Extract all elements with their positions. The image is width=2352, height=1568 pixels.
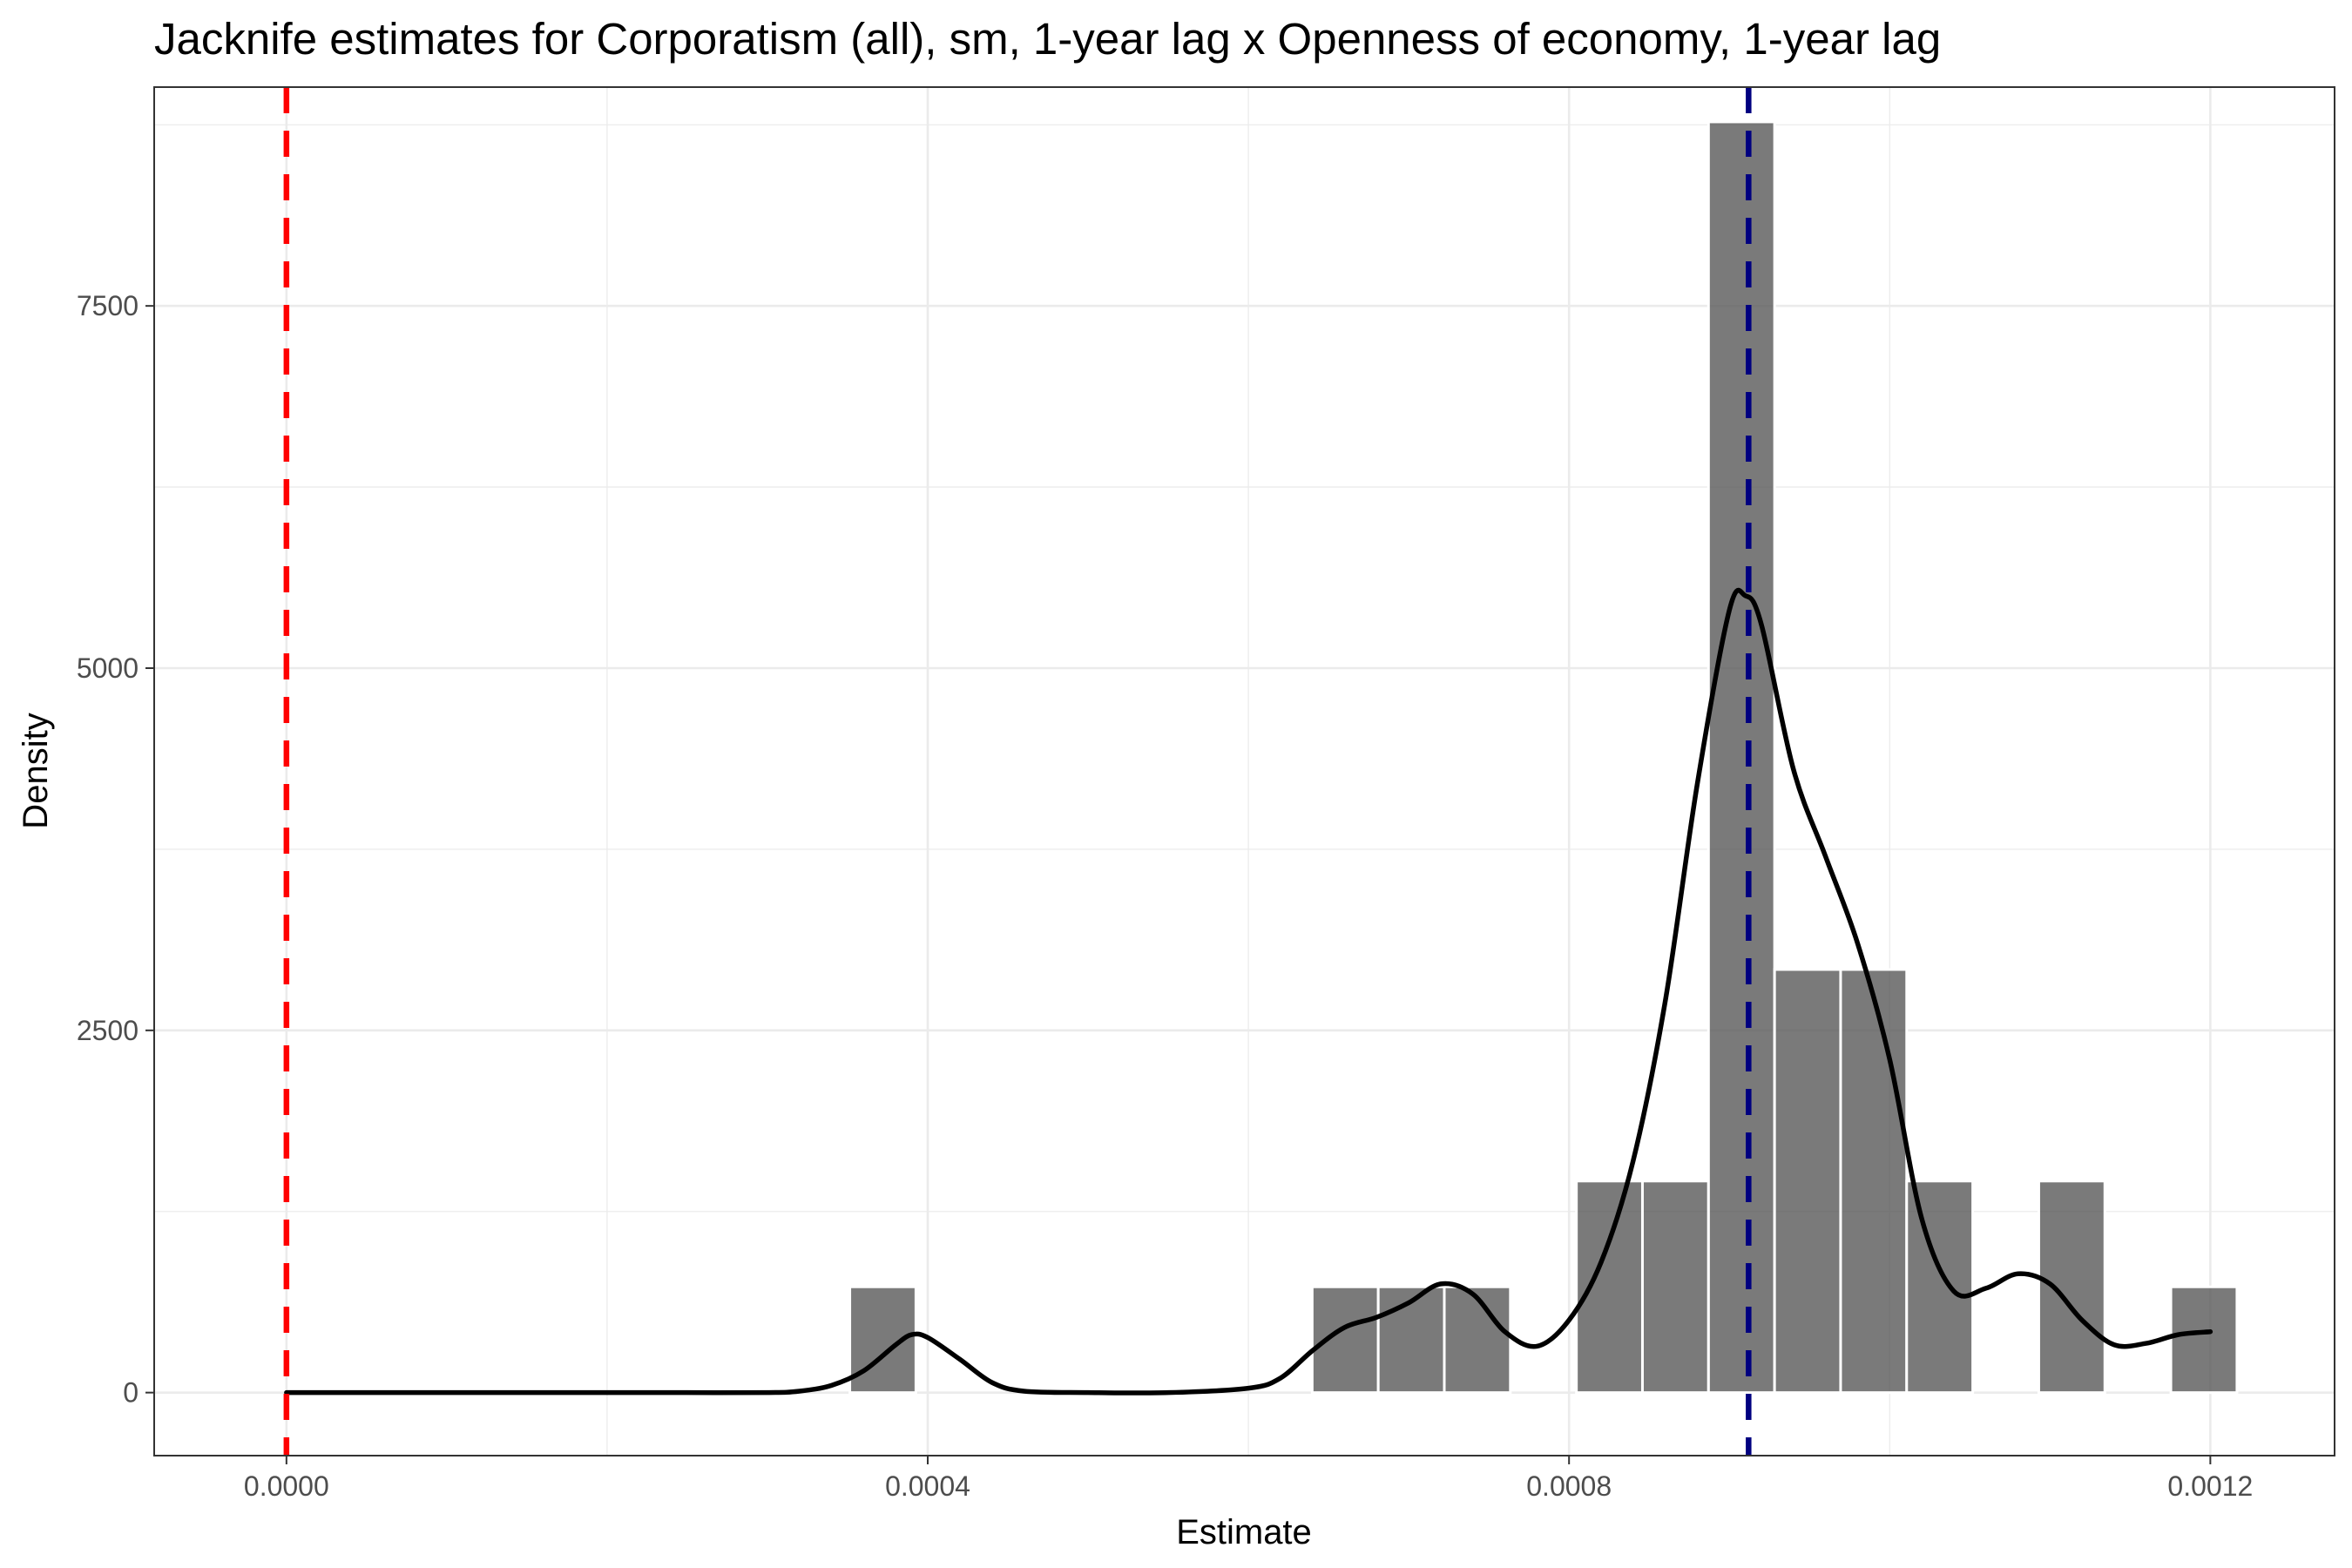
y-tick-label: 5000 (77, 652, 139, 684)
histogram-bar (1773, 968, 1842, 1395)
reference-lines (283, 87, 1752, 1456)
histogram-bar (1707, 120, 1776, 1395)
x-axis: 0.0000 0.0004 0.0008 0.0012 (244, 1456, 2253, 1502)
panel-border (153, 86, 2335, 1456)
plot-panel (153, 86, 2335, 1456)
density-curve (284, 587, 2213, 1396)
x-tick-label: 0.0008 (1526, 1470, 1612, 1502)
histogram-bar (1640, 1179, 1710, 1395)
y-axis-title: Density (17, 713, 55, 828)
histogram-bar (1443, 1285, 1512, 1395)
y-tick-label: 7500 (77, 290, 139, 321)
histogram-bar (2037, 1179, 2106, 1395)
x-tick-label: 0.0000 (244, 1470, 329, 1502)
panel-background (154, 87, 2335, 1456)
x-axis-title: Estimate (1176, 1513, 1312, 1551)
histogram-bar (1310, 1285, 1380, 1395)
y-axis: 0 2500 5000 7500 (77, 290, 154, 1409)
chart-title: Jacknife estimates for Corporatism (all)… (154, 14, 1941, 64)
histogram-bar (2169, 1285, 2239, 1395)
y-tick-label: 0 (123, 1377, 139, 1409)
histogram-bar (1839, 968, 1909, 1395)
y-tick-label: 2500 (77, 1015, 139, 1046)
histogram-bar (1575, 1179, 1644, 1395)
histogram-bar (1905, 1179, 1975, 1395)
x-tick-label: 0.0012 (2167, 1470, 2253, 1502)
x-tick-label: 0.0004 (885, 1470, 970, 1502)
